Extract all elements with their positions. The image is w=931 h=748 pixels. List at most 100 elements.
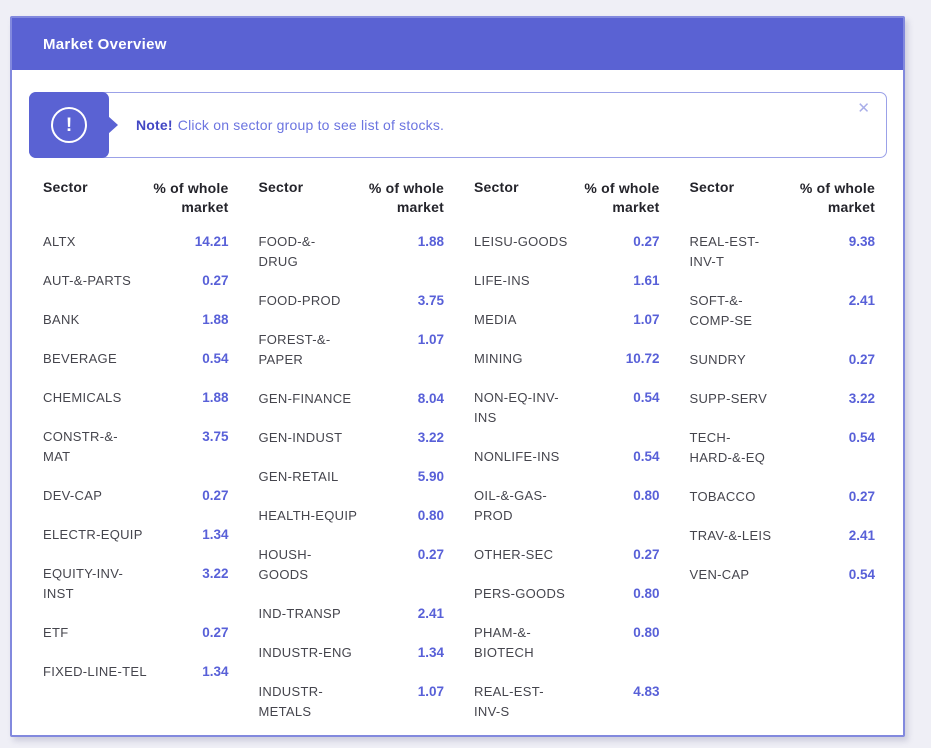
sector-name[interactable]: MINING (474, 351, 523, 366)
sector-row: CHEMICALS 1.88 (43, 388, 229, 408)
sector-percent: 1.34 (202, 527, 229, 542)
sector-row: ETF 0.27 (43, 623, 229, 643)
sector-name[interactable]: MEDIA (474, 312, 517, 327)
sector-name[interactable]: FOOD-&- DRUG (258, 234, 316, 269)
sector-percent: 0.27 (848, 489, 875, 504)
sector-percent: 3.22 (417, 430, 444, 445)
sector-name[interactable]: FIXED-LINE-TEL (43, 664, 147, 679)
sector-name[interactable]: DEV-CAP (43, 488, 103, 503)
sector-row: SUNDRY 0.27 (690, 350, 876, 370)
sector-name[interactable]: NON-EQ-INV- INS (474, 390, 559, 425)
sector-row: SUPP-SERV 3.22 (690, 389, 876, 409)
sector-row: NON-EQ-INV- INS 0.54 (474, 388, 660, 428)
sector-row: TOBACCO 0.27 (690, 487, 876, 507)
sector-name[interactable]: REAL-EST- INV-S (474, 684, 544, 719)
note-banner: ! Note! Click on sector group to see list… (29, 92, 887, 158)
sector-name[interactable]: PERS-GOODS (474, 586, 566, 601)
sector-percent: 1.07 (633, 312, 660, 327)
sector-name[interactable]: IND-TRANSP (258, 606, 341, 621)
sector-name[interactable]: REAL-EST- INV-T (689, 234, 760, 269)
sector-row: REAL-EST- INV-T 9.38 (690, 232, 876, 272)
sector-name[interactable]: TOBACCO (689, 489, 756, 504)
sector-row: OTHER-SEC 0.27 (474, 545, 660, 565)
sector-name[interactable]: OIL-&-GAS- PROD (474, 488, 548, 523)
sector-row: BEVERAGE 0.54 (43, 349, 229, 369)
sector-percent: 0.54 (848, 430, 875, 445)
sector-name[interactable]: ETF (43, 625, 69, 640)
sector-name[interactable]: VEN-CAP (689, 567, 750, 582)
sector-percent: 1.34 (202, 664, 229, 679)
sector-row: MINING 10.72 (474, 349, 660, 369)
sector-name[interactable]: OTHER-SEC (474, 547, 554, 562)
sector-percent: 1.34 (417, 645, 444, 660)
sector-row: BANK 1.88 (43, 310, 229, 330)
note-label: Note! (136, 117, 173, 133)
sector-name[interactable]: GEN-RETAIL (258, 469, 339, 484)
column-header-sector: Sector (43, 179, 88, 195)
sector-name[interactable]: BANK (43, 312, 80, 327)
sector-name[interactable]: INDUSTR- METALS (258, 684, 324, 719)
sector-name[interactable]: SOFT-&- COMP-SE (689, 293, 753, 328)
sector-name[interactable]: LIFE-INS (474, 273, 530, 288)
sector-percent: 0.54 (633, 390, 660, 405)
sector-row: DEV-CAP 0.27 (43, 486, 229, 506)
column-header: Sector % of whole market (259, 179, 445, 217)
sector-name[interactable]: AUT-&-PARTS (43, 273, 132, 288)
sector-row: INDUSTR-ENG 1.34 (259, 643, 445, 663)
sector-name[interactable]: FOOD-PROD (258, 293, 341, 308)
sector-name[interactable]: EQUITY-INV- INST (43, 566, 124, 601)
sector-row: HEALTH-EQUIP 0.80 (259, 506, 445, 526)
sector-name[interactable]: ALTX (43, 234, 76, 249)
sector-name[interactable]: TRAV-&-LEIS (689, 528, 772, 543)
sector-row: VEN-CAP 0.54 (690, 565, 876, 585)
sector-row: FOREST-&- PAPER 1.07 (259, 330, 445, 370)
sector-percent: 1.88 (417, 234, 444, 249)
sector-name[interactable]: INDUSTR-ENG (258, 645, 353, 660)
sector-row: INDUSTR- METALS 1.07 (259, 682, 445, 722)
close-icon[interactable]: ✕ (857, 100, 870, 117)
note-icon-block: ! (29, 92, 118, 158)
market-overview-card: Market Overview ! Note! Click on sector g… (10, 16, 905, 737)
sector-name[interactable]: HOUSH- GOODS (258, 547, 312, 582)
sector-percent: 0.80 (633, 625, 660, 640)
sector-name[interactable]: LEISU-GOODS (474, 234, 568, 249)
sector-name[interactable]: ELECTR-EQUIP (43, 527, 143, 542)
sector-percent: 0.27 (417, 547, 444, 562)
sector-name[interactable]: GEN-INDUST (258, 430, 343, 445)
sector-row: GEN-RETAIL 5.90 (259, 467, 445, 487)
sector-row: LIFE-INS 1.61 (474, 271, 660, 291)
sector-name[interactable]: FOREST-&- PAPER (258, 332, 331, 367)
card-header: Market Overview (12, 18, 903, 70)
sector-table: Sector % of whole market ALTX 14.21 AUT-&-PA… (12, 158, 903, 735)
column-header-sector: Sector (474, 179, 519, 195)
sector-percent: 3.75 (417, 293, 444, 308)
sector-row: FIXED-LINE-TEL 1.34 (43, 662, 229, 682)
note-arrow (108, 116, 118, 134)
sector-percent: 3.22 (848, 391, 875, 406)
sector-name[interactable]: TECH- HARD-&-EQ (689, 430, 766, 465)
sector-percent: 10.72 (625, 351, 660, 366)
sector-percent: 3.75 (202, 429, 229, 444)
sector-percent: 14.21 (194, 234, 229, 249)
sector-name[interactable]: CHEMICALS (43, 390, 122, 405)
sector-name[interactable]: CONSTR-&- MAT (43, 429, 118, 464)
column-header-percent: % of whole market (584, 180, 660, 215)
column-header: Sector % of whole market (474, 179, 660, 217)
sector-row: FOOD-PROD 3.75 (259, 291, 445, 311)
sector-row: REAL-EST- INV-S 4.83 (474, 682, 660, 722)
sector-name[interactable]: PHAM-&- BIOTECH (474, 625, 534, 660)
sector-row: LEISU-GOODS 0.27 (474, 232, 660, 252)
sector-percent: 0.27 (633, 234, 660, 249)
sector-row: TECH- HARD-&-EQ 0.54 (690, 428, 876, 468)
sector-percent: 0.80 (633, 586, 660, 601)
sector-name[interactable]: GEN-FINANCE (258, 391, 352, 406)
sector-percent: 0.27 (202, 273, 229, 288)
sector-name[interactable]: SUNDRY (689, 352, 746, 367)
sector-row: MEDIA 1.07 (474, 310, 660, 330)
column-header-percent: % of whole market (368, 180, 444, 215)
sector-name[interactable]: HEALTH-EQUIP (258, 508, 358, 523)
sector-name[interactable]: SUPP-SERV (689, 391, 768, 406)
sector-percent: 0.27 (202, 625, 229, 640)
sector-name[interactable]: NONLIFE-INS (474, 449, 560, 464)
sector-name[interactable]: BEVERAGE (43, 351, 117, 366)
